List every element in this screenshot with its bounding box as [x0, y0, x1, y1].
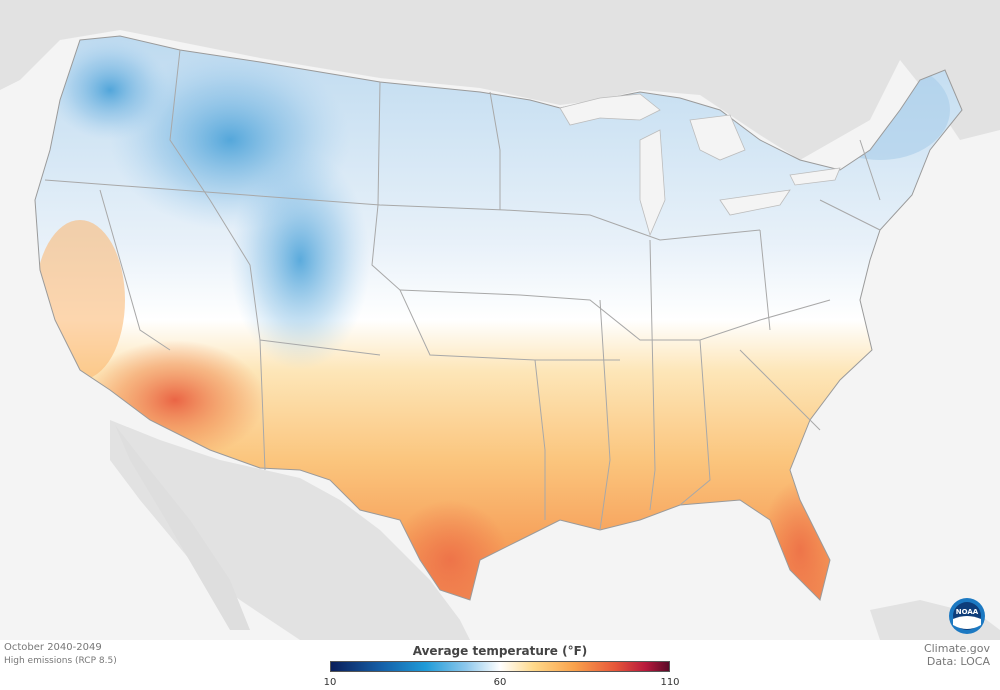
noaa-logo-text: NOAA [956, 608, 979, 616]
source-site: Climate.gov [923, 642, 990, 655]
temperature-map [0, 0, 1000, 640]
mexico-land [110, 420, 470, 640]
scenario-label: High emissions (RCP 8.5) [4, 656, 117, 666]
canada-land [0, 0, 1000, 160]
legend-tick-max: 110 [660, 677, 680, 688]
legend-tick-mid: 60 [493, 677, 507, 688]
great-lakes [559, 93, 841, 237]
source-data: Data: LOCA [926, 655, 990, 668]
footer: October 2040-2049 High emissions (RCP 8.… [0, 640, 1000, 690]
noaa-logo: NOAA [949, 598, 985, 634]
period-label: October 2040-2049 [4, 642, 102, 653]
legend-title: Average temperature (°F) [412, 644, 588, 658]
baja-peninsula [115, 425, 250, 630]
legend-tick-min: 10 [323, 677, 337, 688]
state-borders [34, 35, 963, 601]
legend-color-bar [330, 661, 670, 672]
